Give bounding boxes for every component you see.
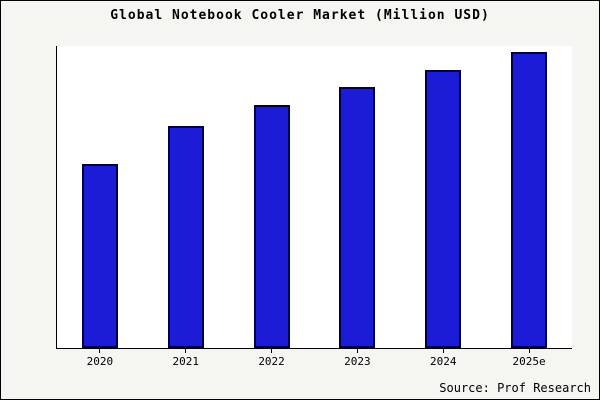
x-tick-2023: 2023: [339, 349, 375, 368]
x-tick-2020: 2020: [82, 349, 118, 368]
chart-title: Global Notebook Cooler Market (Million U…: [110, 8, 490, 23]
x-tick-2021: 2021: [168, 349, 204, 368]
source-note: Source: Prof Research: [439, 381, 591, 395]
tick-mark: [442, 349, 444, 353]
x-tick-label: 2021: [172, 355, 199, 368]
bar-2021: [167, 125, 204, 348]
x-tick-label: 2020: [86, 355, 114, 368]
x-tick-2022: 2022: [254, 349, 290, 368]
bar-2024: [425, 69, 462, 348]
x-tick-label: 2024: [429, 355, 457, 368]
tick-mark: [99, 349, 101, 353]
x-tick-label: 2025e: [512, 355, 546, 368]
bar-2025e: [511, 51, 548, 348]
plot-area: [56, 46, 572, 349]
tick-mark: [528, 349, 530, 353]
tick-mark: [185, 349, 187, 353]
x-tick-2024: 2024: [425, 349, 461, 368]
tick-mark: [271, 349, 273, 353]
x-tick-label: 2023: [344, 355, 371, 368]
bar-2020: [81, 164, 118, 348]
bar-2023: [339, 87, 376, 348]
bar-2022: [253, 105, 290, 348]
x-axis-ticks: 2020 2021 2022 2023 2024 2025e: [57, 349, 572, 368]
tick-mark: [356, 349, 358, 353]
bars: [57, 46, 572, 348]
x-tick-label: 2022: [258, 355, 285, 368]
x-tick-2025e: 2025e: [511, 349, 547, 368]
